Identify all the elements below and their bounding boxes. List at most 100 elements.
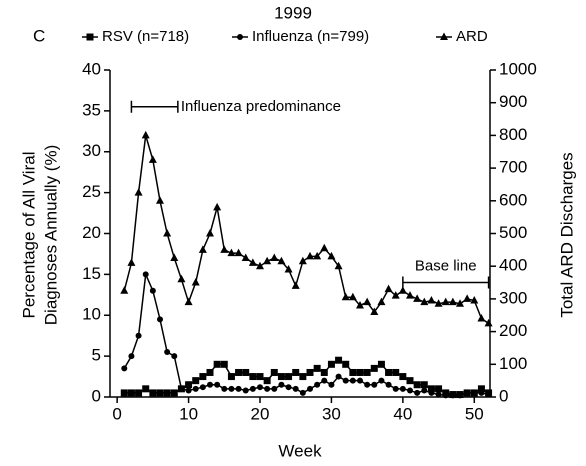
marker [335, 373, 342, 380]
marker [399, 385, 406, 392]
marker [157, 316, 163, 323]
marker [477, 314, 486, 322]
marker [377, 360, 385, 368]
marker [277, 373, 285, 381]
marker [235, 385, 242, 392]
y2-tick-label: 700 [499, 158, 527, 177]
marker [271, 385, 278, 392]
marker [428, 389, 435, 396]
marker [199, 373, 207, 381]
marker [178, 385, 185, 392]
marker [298, 256, 307, 265]
marker [120, 286, 129, 294]
marker [314, 381, 321, 388]
marker [464, 389, 471, 396]
marker [171, 353, 178, 360]
marker [285, 384, 292, 391]
marker [349, 377, 356, 384]
marker [156, 389, 164, 397]
marker [120, 389, 128, 397]
marker [356, 300, 364, 309]
marker [342, 360, 350, 368]
y2-tick-label: 1000 [499, 59, 537, 78]
marker [213, 202, 222, 211]
marker [299, 373, 307, 381]
marker [192, 385, 199, 392]
marker [471, 389, 478, 396]
marker [427, 296, 436, 304]
marker [234, 248, 243, 257]
marker [449, 392, 456, 399]
y2-tick-label: 200 [499, 321, 527, 340]
y-axis-label: Percentage of All Viral [19, 152, 38, 319]
marker [213, 360, 221, 368]
marker [185, 387, 192, 394]
marker [392, 385, 399, 392]
marker [163, 229, 172, 237]
marker [256, 261, 264, 270]
marker [249, 385, 256, 392]
marker [477, 385, 485, 393]
marker [141, 130, 150, 139]
marker [128, 353, 135, 360]
y-tick-label: 25 [82, 182, 101, 201]
marker [235, 368, 243, 376]
y-axis-label: Diagnoses Annually (%) [41, 145, 60, 325]
marker [435, 391, 442, 398]
marker [456, 299, 464, 307]
legend-label: Influenza (n=799) [252, 28, 369, 45]
marker [291, 281, 300, 289]
y-tick-label: 30 [82, 141, 101, 160]
marker [420, 381, 428, 389]
series-line [123, 271, 489, 397]
marker [370, 307, 379, 315]
marker [427, 385, 435, 393]
marker [413, 381, 421, 389]
marker [414, 389, 421, 396]
legend-label: ARD [456, 28, 488, 45]
marker [363, 297, 372, 306]
marker [135, 332, 142, 339]
marker [257, 384, 263, 391]
marker [199, 384, 206, 391]
legend-label: RSV (n=718) [102, 28, 189, 45]
marker [242, 368, 250, 376]
marker [357, 377, 363, 384]
y2-axis-label: Total ARD Discharges [557, 152, 576, 317]
marker [341, 292, 350, 301]
marker [206, 229, 214, 237]
y2-tick-label: 300 [499, 288, 527, 307]
marker [334, 261, 343, 270]
y2-tick-label: 100 [499, 354, 527, 373]
marker [299, 389, 306, 396]
marker [149, 389, 157, 397]
marker [342, 377, 349, 384]
marker [149, 287, 156, 294]
marker [320, 368, 328, 376]
marker [227, 373, 235, 381]
marker [463, 294, 472, 302]
marker [221, 385, 228, 392]
marker [356, 368, 364, 376]
marker [484, 318, 493, 327]
marker [142, 385, 150, 393]
marker [384, 284, 393, 293]
marker [421, 387, 428, 394]
marker [264, 385, 271, 392]
marker [370, 364, 378, 372]
marker [277, 256, 286, 265]
marker [237, 34, 243, 40]
marker [163, 389, 171, 397]
marker [148, 155, 157, 163]
marker [192, 377, 200, 385]
marker [248, 258, 257, 266]
marker [407, 387, 413, 394]
marker [249, 373, 257, 381]
marker [227, 248, 236, 257]
y-tick-label: 20 [82, 223, 101, 242]
marker [385, 368, 393, 376]
y-tick-label: 0 [92, 386, 101, 405]
series-line [124, 359, 489, 396]
marker [485, 391, 492, 398]
y2-tick-label: 800 [499, 125, 527, 144]
